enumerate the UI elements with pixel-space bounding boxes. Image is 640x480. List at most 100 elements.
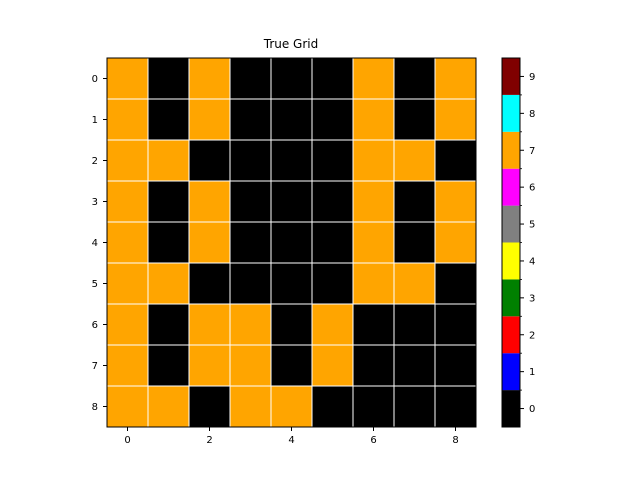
grid-cell-5-2	[188, 262, 231, 305]
grid-cell-1-4	[270, 98, 313, 141]
y-tick-label-3: 3	[92, 197, 98, 208]
grid-cell-7-2	[188, 344, 231, 387]
grid-cell-7-4	[270, 344, 313, 387]
colorbar-segment-5	[502, 205, 520, 243]
grid-cell-0-1	[147, 57, 190, 100]
x-tick-label-0: 0	[124, 435, 130, 446]
grid-cell-6-3	[229, 303, 272, 346]
grid-cell-8-3	[229, 385, 272, 428]
grid-cell-5-4	[270, 262, 313, 305]
grid-cell-3-7	[393, 180, 436, 223]
grid-cell-3-2	[188, 180, 231, 223]
y-tick-label-8: 8	[92, 402, 98, 413]
grid-cell-6-2	[188, 303, 231, 346]
x-tick-label-2: 4	[288, 435, 294, 446]
grid-cell-6-7	[393, 303, 436, 346]
x-tick-label-3: 6	[370, 435, 376, 446]
colorbar-tick-label-3: 3	[529, 293, 535, 304]
colorbar-tick-label-7: 7	[529, 146, 535, 157]
grid-cell-8-6	[352, 385, 395, 428]
grid-cell-4-8	[434, 221, 477, 264]
grid-cell-8-8	[434, 385, 477, 428]
grid-cell-6-6	[352, 303, 395, 346]
grid-cell-0-0	[106, 57, 149, 100]
grid-cell-7-8	[434, 344, 477, 387]
chart-title: True Grid	[263, 37, 319, 51]
grid-cell-5-3	[229, 262, 272, 305]
grid-cell-5-7	[393, 262, 436, 305]
grid-cell-2-2	[188, 139, 231, 182]
grid-cell-0-4	[270, 57, 313, 100]
colorbar-tick-label-5: 5	[529, 220, 535, 231]
grid-cell-0-8	[434, 57, 477, 100]
grid-cell-1-8	[434, 98, 477, 141]
grid-cell-0-7	[393, 57, 436, 100]
y-tick-label-1: 1	[92, 115, 98, 126]
grid-cell-1-2	[188, 98, 231, 141]
grid-cell-6-5	[311, 303, 354, 346]
grid-cell-2-5	[311, 139, 354, 182]
grid-cell-3-4	[270, 180, 313, 223]
grid-cell-8-7	[393, 385, 436, 428]
grid-cell-4-1	[147, 221, 190, 264]
grid-cell-2-0	[106, 139, 149, 182]
grid-cell-2-6	[352, 139, 395, 182]
colorbar-tick-label-1: 1	[529, 367, 535, 378]
grid-cell-7-3	[229, 344, 272, 387]
grid-cell-7-6	[352, 344, 395, 387]
colorbar-segment-9	[502, 58, 520, 95]
grid-cell-2-4	[270, 139, 313, 182]
grid-cell-3-1	[147, 180, 190, 223]
x-tick-label-1: 2	[206, 435, 212, 446]
grid-cell-1-7	[393, 98, 436, 141]
grid-cell-0-6	[352, 57, 395, 100]
grid-cell-1-1	[147, 98, 190, 141]
grid-cell-0-5	[311, 57, 354, 100]
grid-cell-6-1	[147, 303, 190, 346]
grid-cell-7-0	[106, 344, 149, 387]
colorbar-tick-label-4: 4	[529, 256, 535, 267]
grid-cell-4-0	[106, 221, 149, 264]
grid-cell-5-5	[311, 262, 354, 305]
grid-cell-5-1	[147, 262, 190, 305]
y-tick-label-2: 2	[92, 156, 98, 167]
grid-cell-3-5	[311, 180, 354, 223]
colorbar-segment-3	[502, 279, 520, 317]
grid-cell-1-3	[229, 98, 272, 141]
grid-cell-2-3	[229, 139, 272, 182]
grid-cell-2-7	[393, 139, 436, 182]
grid-cell-8-1	[147, 385, 190, 428]
grid-cell-3-0	[106, 180, 149, 223]
grid-cell-8-0	[106, 385, 149, 428]
colorbar-segment-8	[502, 94, 520, 132]
colorbar-segment-2	[502, 316, 520, 354]
colorbar-tick-label-2: 2	[529, 330, 535, 341]
colorbar-segment-1	[502, 353, 520, 391]
grid-cell-3-8	[434, 180, 477, 223]
grid-cell-4-4	[270, 221, 313, 264]
colorbar-tick-label-8: 8	[529, 109, 535, 120]
grid-cell-5-0	[106, 262, 149, 305]
grid-cell-6-8	[434, 303, 477, 346]
grid-cell-8-2	[188, 385, 231, 428]
y-tick-label-5: 5	[92, 279, 98, 290]
grid-cell-6-4	[270, 303, 313, 346]
grid-cell-0-3	[229, 57, 272, 100]
grid-cell-5-6	[352, 262, 395, 305]
y-tick-label-6: 6	[92, 320, 98, 331]
y-tick-label-4: 4	[92, 238, 98, 249]
grid-cell-3-6	[352, 180, 395, 223]
y-tick-label-0: 0	[92, 74, 98, 85]
colorbar-tick-label-0: 0	[529, 404, 535, 415]
grid-cell-8-5	[311, 385, 354, 428]
grid-cell-5-8	[434, 262, 477, 305]
grid-cell-4-2	[188, 221, 231, 264]
grid-cell-7-5	[311, 344, 354, 387]
grid-cell-6-0	[106, 303, 149, 346]
grid-cell-0-2	[188, 57, 231, 100]
grid-cell-1-5	[311, 98, 354, 141]
grid-cell-8-4	[270, 385, 313, 428]
colorbar: 0 1 2 3 4 5 6 7 8 9	[501, 57, 535, 428]
x-axis: 0 2 4 6 8	[124, 427, 459, 446]
